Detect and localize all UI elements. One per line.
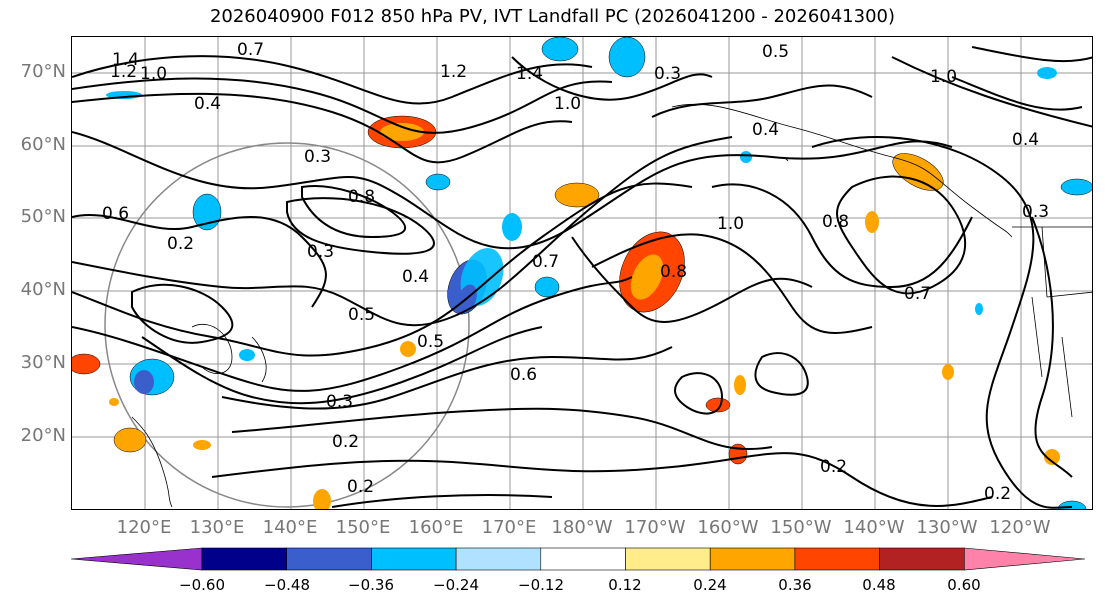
colorbar-tick: 0.12	[608, 576, 642, 594]
lon-label: 120°W	[989, 517, 1051, 538]
colorbar-segment	[879, 547, 965, 571]
contour-label: 0.2	[347, 477, 374, 497]
contour-label: 1.2	[110, 62, 137, 82]
contour-label: 0.5	[762, 42, 789, 62]
lon-label: 140°W	[843, 517, 905, 538]
map-panel: 1.4 1.2 1.0 0.4 0.7 0.3 0.6 0.2 0.5 0.8 …	[71, 36, 1093, 510]
colorbar-tick: 0.48	[862, 576, 896, 594]
lat-label: 40°N	[20, 279, 66, 300]
lat-label: 30°N	[20, 352, 66, 373]
colorbar-extend-low	[70, 547, 203, 571]
contour-label: 0.3	[1022, 202, 1049, 222]
contour-label: 1.2	[440, 62, 467, 82]
coastlines	[131, 103, 1092, 508]
lat-label: 60°N	[20, 134, 66, 155]
contour-label: 0.7	[904, 284, 931, 304]
contour-label: 0.2	[820, 457, 847, 477]
contour-label: 0.2	[984, 484, 1011, 504]
colorbar-extend-high	[963, 547, 1086, 571]
colorbar-tick: 0.24	[693, 576, 727, 594]
contour-label: 1.0	[140, 64, 167, 84]
pv-contours	[72, 46, 1092, 509]
contour-label: 0.7	[532, 252, 559, 272]
contour-label: 0.6	[102, 204, 129, 224]
colorbar-segment	[371, 547, 457, 571]
contour-label: 0.4	[402, 267, 429, 287]
colorbar-tick: −0.12	[518, 576, 564, 594]
map-canvas: 1.4 1.2 1.0 0.4 0.7 0.3 0.6 0.2 0.5 0.8 …	[72, 37, 1092, 509]
lon-label: 180°W	[551, 517, 613, 538]
lon-label: 160°W	[697, 517, 759, 538]
contour-label: 1.0	[930, 67, 957, 87]
contour-label: 0.8	[660, 262, 687, 282]
contour-label: 0.3	[654, 64, 681, 84]
lat-label: 20°N	[20, 425, 66, 446]
contour-label: 0.4	[752, 120, 779, 140]
contour-label: 0.2	[167, 234, 194, 254]
contour-label: 0.4	[1012, 130, 1039, 150]
colorbar-segment	[625, 547, 711, 571]
shaded-anomalies	[72, 37, 1092, 509]
contour-label: 0.8	[348, 187, 375, 207]
colorbar-segment	[201, 547, 287, 571]
contour-label: 1.0	[717, 214, 744, 234]
contour-label: 0.3	[304, 147, 331, 167]
colorbar-tick: −0.48	[264, 576, 310, 594]
contour-label: 0.5	[417, 332, 444, 352]
colorbar-segment	[794, 547, 880, 571]
contour-label: 0.8	[822, 212, 849, 232]
colorbar-segment	[540, 547, 626, 571]
colorbar-segment	[286, 547, 372, 571]
colorbar	[70, 547, 1086, 571]
lon-label: 150°W	[770, 517, 832, 538]
contour-label: 0.5	[348, 305, 375, 325]
colorbar-tick: −0.24	[433, 576, 479, 594]
lon-label: 140°E	[262, 517, 318, 538]
lon-label: 120°E	[116, 517, 172, 538]
lon-label: 170°W	[624, 517, 686, 538]
contour-label: 0.3	[307, 242, 334, 262]
contour-label: 1.0	[554, 94, 581, 114]
map-title: 2026040900 F012 850 hPa PV, IVT Landfall…	[209, 6, 896, 27]
lon-label: 130°W	[916, 517, 978, 538]
contour-label: 0.4	[194, 94, 221, 114]
lon-label: 170°E	[481, 517, 537, 538]
contour-label: 0.7	[237, 40, 264, 60]
contour-label: 0.6	[510, 365, 537, 385]
contour-labels: 1.4 1.2 1.0 0.4 0.7 0.3 0.6 0.2 0.5 0.8 …	[102, 40, 1049, 504]
contour-label: 1.4	[516, 64, 543, 84]
colorbar-tick: 0.36	[778, 576, 812, 594]
contour-label: 0.2	[332, 432, 359, 452]
reference-circle	[104, 142, 470, 508]
lat-label: 70°N	[20, 61, 66, 82]
colorbar-segment	[709, 547, 796, 571]
colorbar-tick: −0.36	[348, 576, 394, 594]
colorbar-tick: 0.60	[947, 576, 981, 594]
lat-label: 50°N	[20, 206, 66, 227]
lon-label: 130°E	[189, 517, 245, 538]
colorbar-tick: −0.60	[179, 576, 225, 594]
contour-label: 1.4	[112, 50, 139, 70]
contour-label: 0.3	[326, 392, 353, 412]
lon-label: 150°E	[335, 517, 391, 538]
colorbar-segment	[455, 547, 542, 571]
gridlines	[72, 37, 1092, 509]
lon-label: 160°E	[408, 517, 464, 538]
